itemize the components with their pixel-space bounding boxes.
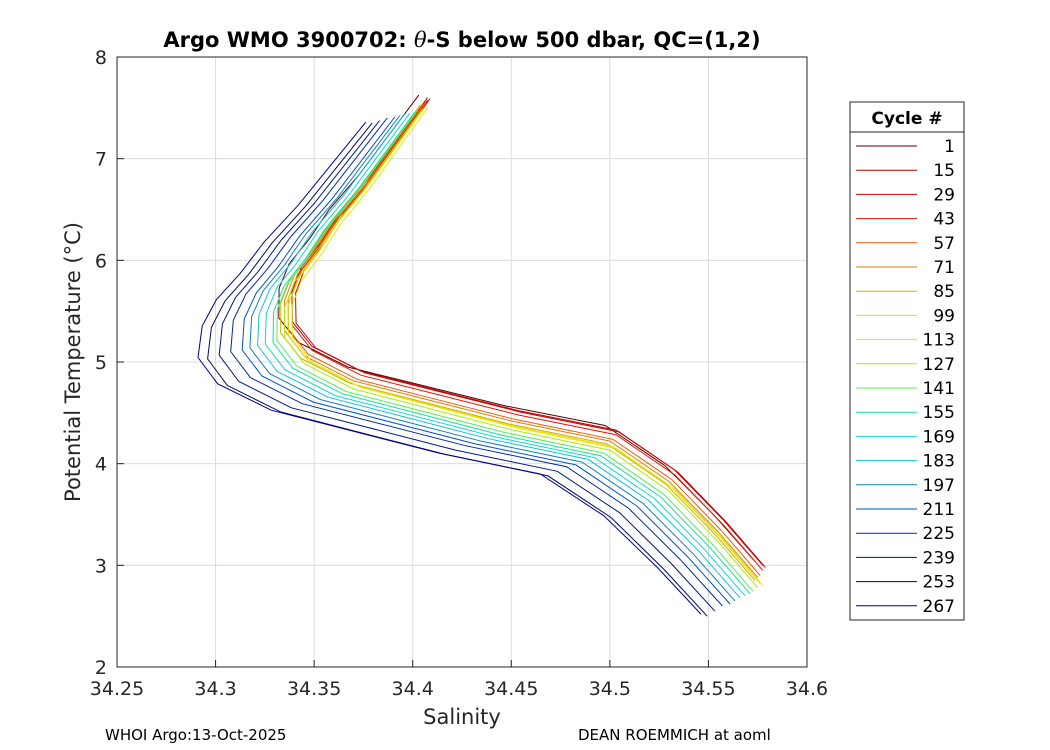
legend-label: 127 <box>923 355 955 375</box>
x-tick-label: 34.25 <box>90 678 144 700</box>
legend-label: 169 <box>923 427 955 447</box>
legend-label: 225 <box>923 524 955 544</box>
legend-label: 155 <box>923 403 955 423</box>
legend-label: 99 <box>933 306 955 326</box>
x-tick-label: 34.6 <box>786 678 828 700</box>
x-tick-label: 34.35 <box>287 678 341 700</box>
legend-label: 197 <box>923 476 955 496</box>
series-line-cycle-239 <box>218 120 716 612</box>
x-tick-label: 34.4 <box>392 678 434 700</box>
legend-label: 85 <box>933 282 955 302</box>
x-tick-label: 34.45 <box>484 678 538 700</box>
series-line-cycle-113 <box>291 107 764 587</box>
plot-area: 34.25 34.3 34.35 34.4 34.45 34.5 34.55 34.6 2 3 4 5… <box>90 47 828 700</box>
legend-label: 183 <box>923 452 955 472</box>
series-line-cycle-169 <box>264 112 746 597</box>
y-tick-label: 8 <box>95 47 107 69</box>
y-tick-label: 5 <box>95 352 107 374</box>
legend-label: 43 <box>933 210 955 230</box>
legend-label: 267 <box>923 597 955 617</box>
y-tick-label: 7 <box>95 149 107 171</box>
series-line-cycle-127 <box>284 108 759 589</box>
legend: Cycle # 1 15 29 43 57 71 85 99 113 127 141 155 169 18… <box>849 101 965 621</box>
legend-entries: 1 15 29 43 57 71 85 99 113 127 141 155 169 183 197 211 2… <box>856 137 955 617</box>
legend-label: 71 <box>933 258 955 278</box>
series-line-cycle-197 <box>249 115 736 602</box>
axis-ticks: 34.25 34.3 34.35 34.4 34.45 34.5 34.55 34.6 2 3 4 5… <box>90 47 828 700</box>
series-line-cycle-141 <box>276 110 754 592</box>
legend-title: Cycle # <box>871 109 942 129</box>
series-line-cycle-267 <box>197 121 702 615</box>
series-line-cycle-253 <box>207 122 708 617</box>
series-line-cycle-183 <box>257 113 741 599</box>
legend-label: 253 <box>923 573 955 593</box>
x-axis-label: Salinity <box>423 705 501 729</box>
legend-label: 1 <box>944 137 955 157</box>
legend-label: 211 <box>923 500 955 520</box>
y-tick-label: 6 <box>95 250 107 272</box>
legend-label: 29 <box>933 185 955 205</box>
series-layer <box>197 94 766 617</box>
legend-label: 15 <box>933 161 955 181</box>
x-tick-label: 34.3 <box>194 678 236 700</box>
x-tick-label: 34.55 <box>681 678 735 700</box>
series-line-cycle-57 <box>287 102 761 576</box>
y-tick-label: 3 <box>95 555 107 577</box>
series-line-cycle-211 <box>241 116 731 605</box>
y-tick-label: 2 <box>95 657 107 679</box>
series-line-cycle-225 <box>230 117 723 607</box>
legend-label: 141 <box>923 379 955 399</box>
y-tick-label: 4 <box>95 454 107 476</box>
series-line-cycle-29 <box>294 98 766 568</box>
chart-title-theta: θ <box>414 28 427 52</box>
footer-left: WHOI Argo:13-Oct-2025 <box>105 726 286 744</box>
chart-title-prefix: Argo WMO 3900702: <box>163 28 414 52</box>
footer-right: DEAN ROEMMICH at aoml <box>578 726 771 744</box>
y-axis-label: Potential Temperature (°C) <box>61 222 85 502</box>
chart-title-suffix: -S below 500 dbar, QC=(1,2) <box>427 28 761 52</box>
legend-label: 57 <box>933 234 955 254</box>
x-tick-label: 34.5 <box>589 678 631 700</box>
series-line-cycle-155 <box>272 111 751 595</box>
chart-title: Argo WMO 3900702: θ-S below 500 dbar, QC… <box>163 28 760 52</box>
legend-label: 239 <box>923 548 955 568</box>
legend-label: 113 <box>923 331 955 351</box>
